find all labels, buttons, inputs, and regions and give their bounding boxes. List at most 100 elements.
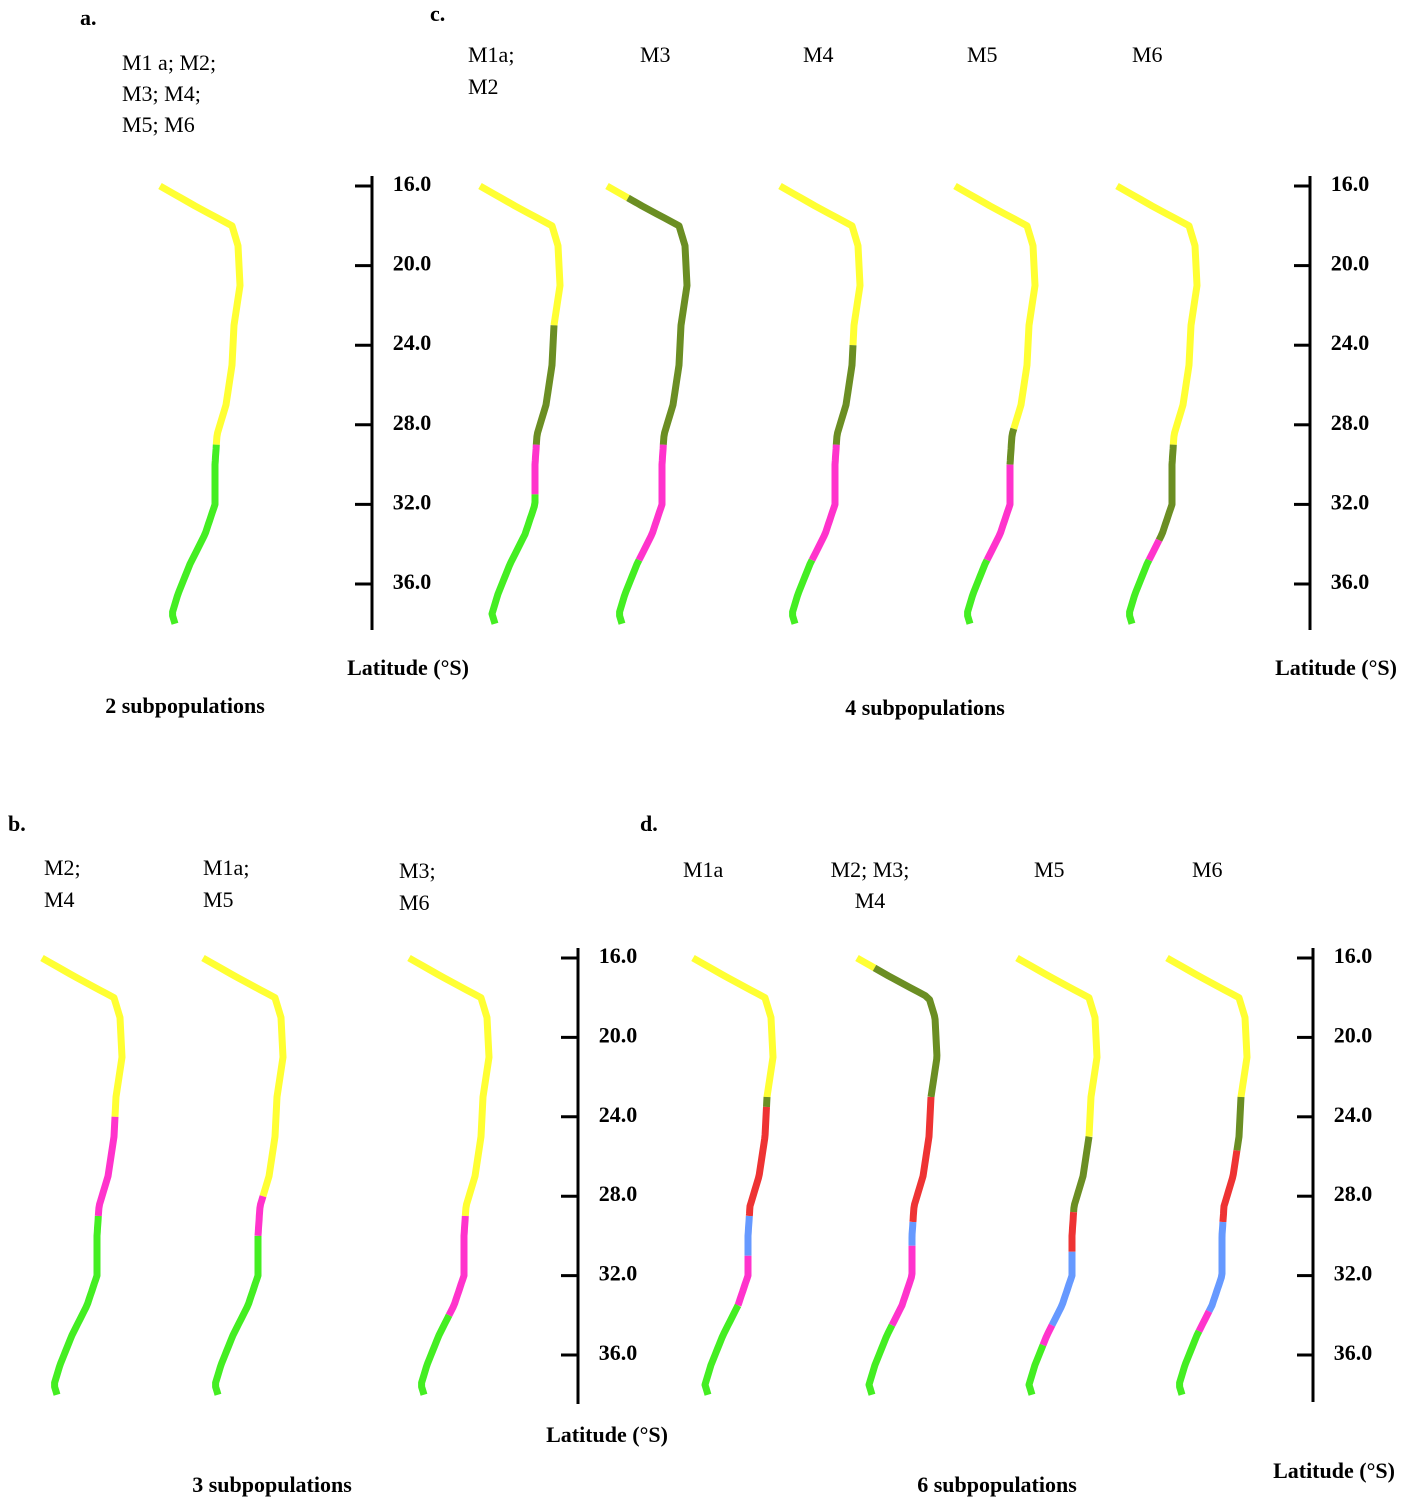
coast-segment bbox=[616, 558, 643, 625]
coast-segment bbox=[445, 1215, 469, 1317]
axis-tick-label: 36.0 bbox=[1334, 1340, 1373, 1365]
coast-segment bbox=[478, 182, 564, 326]
model-label: M3; M4; bbox=[122, 81, 201, 106]
axis-tick-label: 32.0 bbox=[1334, 1261, 1373, 1286]
coast-segment bbox=[734, 1255, 752, 1307]
coast-segment bbox=[888, 1245, 916, 1327]
coast-segment bbox=[1068, 1211, 1078, 1252]
coast-segment bbox=[1006, 427, 1018, 465]
coast-segment bbox=[908, 1221, 917, 1246]
axis-tick-label: 16.0 bbox=[393, 171, 432, 196]
coast-segment bbox=[488, 494, 539, 626]
coast-segment bbox=[701, 1303, 742, 1397]
axis-label: Latitude (°S) bbox=[347, 655, 469, 680]
coast-segment bbox=[418, 1313, 453, 1396]
coast-segment bbox=[201, 954, 287, 1198]
coast-segment bbox=[1205, 1221, 1227, 1313]
model-label: M2; M3; bbox=[831, 857, 910, 882]
coast-segment bbox=[1039, 1323, 1056, 1347]
coast-segment bbox=[1155, 444, 1177, 542]
coast-segment bbox=[1165, 954, 1251, 1101]
coast-segment bbox=[865, 1323, 896, 1397]
coast-segment bbox=[531, 444, 540, 496]
axis-tick-label: 20.0 bbox=[1334, 1022, 1373, 1047]
model-label: M4 bbox=[803, 42, 834, 67]
coast-segment bbox=[158, 182, 244, 445]
coast-segment bbox=[212, 1235, 262, 1396]
model-label: M1a; bbox=[468, 42, 514, 67]
coast-segment bbox=[872, 964, 941, 1099]
model-label: M4 bbox=[44, 887, 75, 912]
coast-segment bbox=[953, 182, 1039, 430]
axis-tick-label: 16.0 bbox=[599, 943, 638, 968]
axis-tick-label: 36.0 bbox=[1331, 569, 1370, 594]
coast-segment bbox=[605, 182, 630, 201]
model-label: M2; bbox=[44, 855, 81, 880]
model-label: M1a bbox=[683, 857, 724, 882]
coast-segment bbox=[169, 444, 220, 625]
coast-segment bbox=[1015, 954, 1101, 1141]
model-label: M5; M6 bbox=[122, 112, 195, 137]
model-label: M2 bbox=[468, 74, 499, 99]
model-label: M1 a; M2; bbox=[122, 50, 216, 75]
panel-label: b. bbox=[8, 811, 26, 836]
model-label: M3; bbox=[399, 858, 436, 883]
axis-tick-label: 36.0 bbox=[599, 1340, 638, 1365]
axis-tick-label: 24.0 bbox=[599, 1102, 638, 1127]
coast-segment bbox=[51, 1215, 102, 1396]
axis-tick-label: 28.0 bbox=[1331, 410, 1370, 435]
coast-segment bbox=[626, 194, 691, 445]
coast-segment bbox=[745, 1106, 770, 1218]
panel-label: c. bbox=[430, 1, 445, 26]
coast-segment bbox=[964, 558, 991, 625]
panel-label: d. bbox=[640, 811, 658, 836]
coast-segment bbox=[808, 444, 840, 562]
coast-segment bbox=[983, 464, 1014, 562]
axis-tick-label: 20.0 bbox=[1331, 251, 1370, 276]
axis-tick-label: 32.0 bbox=[393, 489, 432, 514]
axis-label: Latitude (°S) bbox=[1273, 1458, 1395, 1483]
model-label: M5 bbox=[1034, 857, 1065, 882]
coast-segment bbox=[1219, 1149, 1241, 1223]
axis-tick-label: 36.0 bbox=[393, 569, 432, 594]
axis-tick-label: 20.0 bbox=[599, 1022, 638, 1047]
coast-segment bbox=[1070, 1136, 1093, 1213]
axis-tick-label: 24.0 bbox=[1334, 1102, 1373, 1127]
model-label: M5 bbox=[967, 42, 998, 67]
axis-label: Latitude (°S) bbox=[1275, 655, 1397, 680]
coast-segment bbox=[635, 444, 667, 562]
axis-tick-label: 28.0 bbox=[393, 410, 432, 435]
coast-segment bbox=[789, 558, 816, 625]
coast-segment bbox=[94, 1116, 119, 1217]
model-label: M1a; bbox=[203, 855, 249, 880]
model-label: M3 bbox=[640, 42, 671, 67]
axis-tick-label: 24.0 bbox=[1331, 330, 1370, 355]
axis-label: Latitude (°S) bbox=[546, 1422, 668, 1447]
coast-segment bbox=[909, 1096, 935, 1224]
panel-footer: 6 subpopulations bbox=[917, 1472, 1077, 1497]
coast-segment bbox=[1233, 1096, 1245, 1153]
axis-tick-label: 16.0 bbox=[1331, 171, 1370, 196]
panel-footer: 4 subpopulations bbox=[845, 695, 1005, 720]
axis-tick-label: 24.0 bbox=[393, 330, 432, 355]
axis-tick-label: 28.0 bbox=[1334, 1181, 1373, 1206]
coast-segment bbox=[1176, 1329, 1203, 1396]
axis-tick-label: 32.0 bbox=[1331, 489, 1370, 514]
coast-segment bbox=[407, 954, 493, 1217]
coast-segment bbox=[1126, 558, 1153, 625]
axis-tick-label: 28.0 bbox=[599, 1181, 638, 1206]
coast-segment bbox=[1048, 1251, 1076, 1327]
coast-segment bbox=[40, 954, 126, 1117]
model-label: M6 bbox=[399, 890, 430, 915]
model-label: M6 bbox=[1132, 42, 1163, 67]
axis-tick-label: 32.0 bbox=[599, 1261, 638, 1286]
axis-tick-label: 20.0 bbox=[393, 251, 432, 276]
coast-segment bbox=[1025, 1343, 1047, 1397]
model-label: M6 bbox=[1192, 857, 1223, 882]
coast-segment bbox=[1195, 1309, 1213, 1333]
panel-footer: 2 subpopulations bbox=[105, 693, 265, 718]
coast-segment bbox=[532, 325, 558, 445]
model-label: M4 bbox=[855, 888, 886, 913]
coast-segment bbox=[254, 1195, 267, 1237]
